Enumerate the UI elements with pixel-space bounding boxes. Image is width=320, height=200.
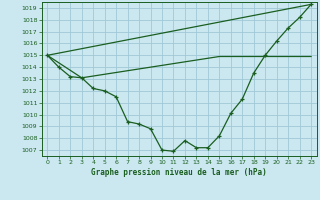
X-axis label: Graphe pression niveau de la mer (hPa): Graphe pression niveau de la mer (hPa) (91, 168, 267, 177)
